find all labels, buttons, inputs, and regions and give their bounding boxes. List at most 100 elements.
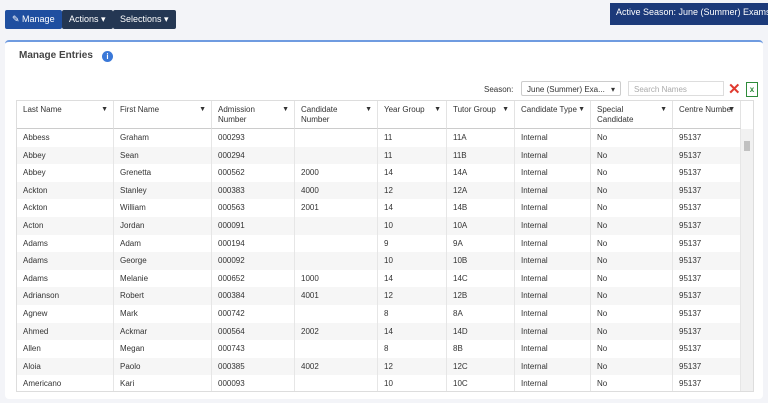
table-cell: 14 [378, 164, 447, 182]
table-cell: 000743 [212, 340, 295, 358]
table-cell: 95137 [673, 269, 741, 288]
table-row [17, 252, 741, 270]
table-cell: No [591, 129, 673, 147]
table-cell: Abbey [17, 146, 114, 165]
table-cell: 9 [378, 234, 447, 253]
table-cell [295, 340, 378, 358]
scroll-thumb [744, 141, 750, 151]
table-cell: 12C [447, 357, 515, 376]
table-cell: No [591, 357, 673, 376]
clear-button[interactable]: ✕ [728, 81, 741, 98]
selections-button[interactable]: Selections ▾ [113, 10, 176, 29]
filter-icon[interactable]: ▼ [502, 106, 509, 113]
table-cell: Internal [515, 199, 591, 217]
filter-icon[interactable]: ▼ [578, 106, 585, 113]
table-cell: 95137 [673, 322, 741, 341]
table-cell [295, 217, 378, 235]
filter-icon[interactable]: ▼ [660, 106, 667, 113]
table-cell: 000385 [212, 357, 295, 376]
export-button[interactable]: x [746, 82, 758, 97]
table-cell: 95137 [673, 129, 741, 147]
table-cell: Internal [515, 164, 591, 182]
search-input[interactable]: Search Names [628, 81, 724, 96]
column-header[interactable]: Admission Number ▼ [212, 101, 295, 129]
table-cell: 11 [378, 129, 447, 147]
table-cell: Internal [515, 234, 591, 253]
season-select[interactable]: June (Summer) Exa... ▾ [521, 81, 621, 96]
table-cell: 95137 [673, 252, 741, 270]
table-cell: No [591, 322, 673, 341]
column-header[interactable]: First Name ▼ [114, 101, 212, 129]
table-cell: George [114, 252, 212, 270]
filter-icon[interactable]: ▼ [282, 106, 289, 113]
table-cell [295, 129, 378, 147]
table-cell: 9A [447, 234, 515, 253]
filter-icon[interactable]: ▼ [728, 106, 735, 113]
table-cell: 8 [378, 305, 447, 323]
scrollbar [741, 129, 753, 391]
table-row [17, 129, 741, 147]
header-label: Tutor Group [453, 105, 496, 114]
table-cell: 000562 [212, 164, 295, 182]
table-cell: 10 [378, 375, 447, 391]
filter-icon[interactable]: ▼ [101, 106, 108, 113]
table-cell: Internal [515, 269, 591, 288]
table-cell: Adams [17, 234, 114, 253]
table-cell: Adams [17, 252, 114, 270]
table-row [17, 146, 741, 165]
table-cell: 000384 [212, 287, 295, 305]
header-label: Centre Number [679, 105, 734, 114]
table-cell: 10C [447, 375, 515, 391]
table-cell: Adrianson [17, 287, 114, 305]
table-cell: 11A [447, 129, 515, 147]
table-cell: Internal [515, 322, 591, 341]
table-cell: 95137 [673, 164, 741, 182]
table-cell: 4000 [295, 181, 378, 200]
filter-icon[interactable]: ▼ [434, 106, 441, 113]
select-value: June (Summer) Exa... [527, 85, 605, 94]
table-cell: 12A [447, 181, 515, 200]
table-cell: No [591, 164, 673, 182]
table-row [17, 357, 741, 376]
column-header[interactable]: Year Group ▼ [378, 101, 447, 129]
column-header[interactable]: Last Name ▼ [17, 101, 114, 129]
actions-button[interactable]: Actions ▾ [62, 10, 113, 29]
table-cell: Ackmar [114, 322, 212, 341]
column-header[interactable]: Special Candidate ▼ [591, 101, 673, 129]
table-cell: 000293 [212, 129, 295, 147]
season-label: Season: [484, 85, 514, 94]
header-label: Last Name [23, 105, 62, 114]
table-row [17, 181, 741, 200]
table-cell: Adams [17, 269, 114, 288]
table-cell: Megan [114, 340, 212, 358]
column-header[interactable]: Centre Number ▼ [673, 101, 741, 129]
table-cell: No [591, 340, 673, 358]
table-cell: 95137 [673, 181, 741, 200]
table-cell: Jordan [114, 217, 212, 235]
table-cell: No [591, 146, 673, 165]
table-row [17, 287, 741, 305]
filter-icon[interactable]: ▼ [365, 106, 372, 113]
header-label: Candidate Type [521, 105, 577, 114]
table-cell: 95137 [673, 199, 741, 217]
table-cell: 000383 [212, 181, 295, 200]
table-cell: 95137 [673, 305, 741, 323]
table-cell: Internal [515, 287, 591, 305]
table-cell: 1000 [295, 269, 378, 288]
table-cell: Agnew [17, 305, 114, 323]
column-header[interactable]: Tutor Group ▼ [447, 101, 515, 129]
table-row [17, 305, 741, 323]
info-icon[interactable]: i [102, 51, 113, 62]
table-cell: Ahmed [17, 322, 114, 341]
column-header[interactable]: Candidate Number ▼ [295, 101, 378, 129]
filter-icon[interactable]: ▼ [199, 106, 206, 113]
table-row [17, 164, 741, 182]
table-cell: Internal [515, 340, 591, 358]
table-cell: Americano [17, 375, 114, 391]
table-cell: 95137 [673, 217, 741, 235]
column-header[interactable]: Candidate Type ▼ [515, 101, 591, 129]
table-row [17, 269, 741, 288]
manage-button[interactable]: ✎ Manage [5, 10, 62, 29]
table-cell [295, 305, 378, 323]
panel-title: Manage Entries [19, 50, 93, 61]
